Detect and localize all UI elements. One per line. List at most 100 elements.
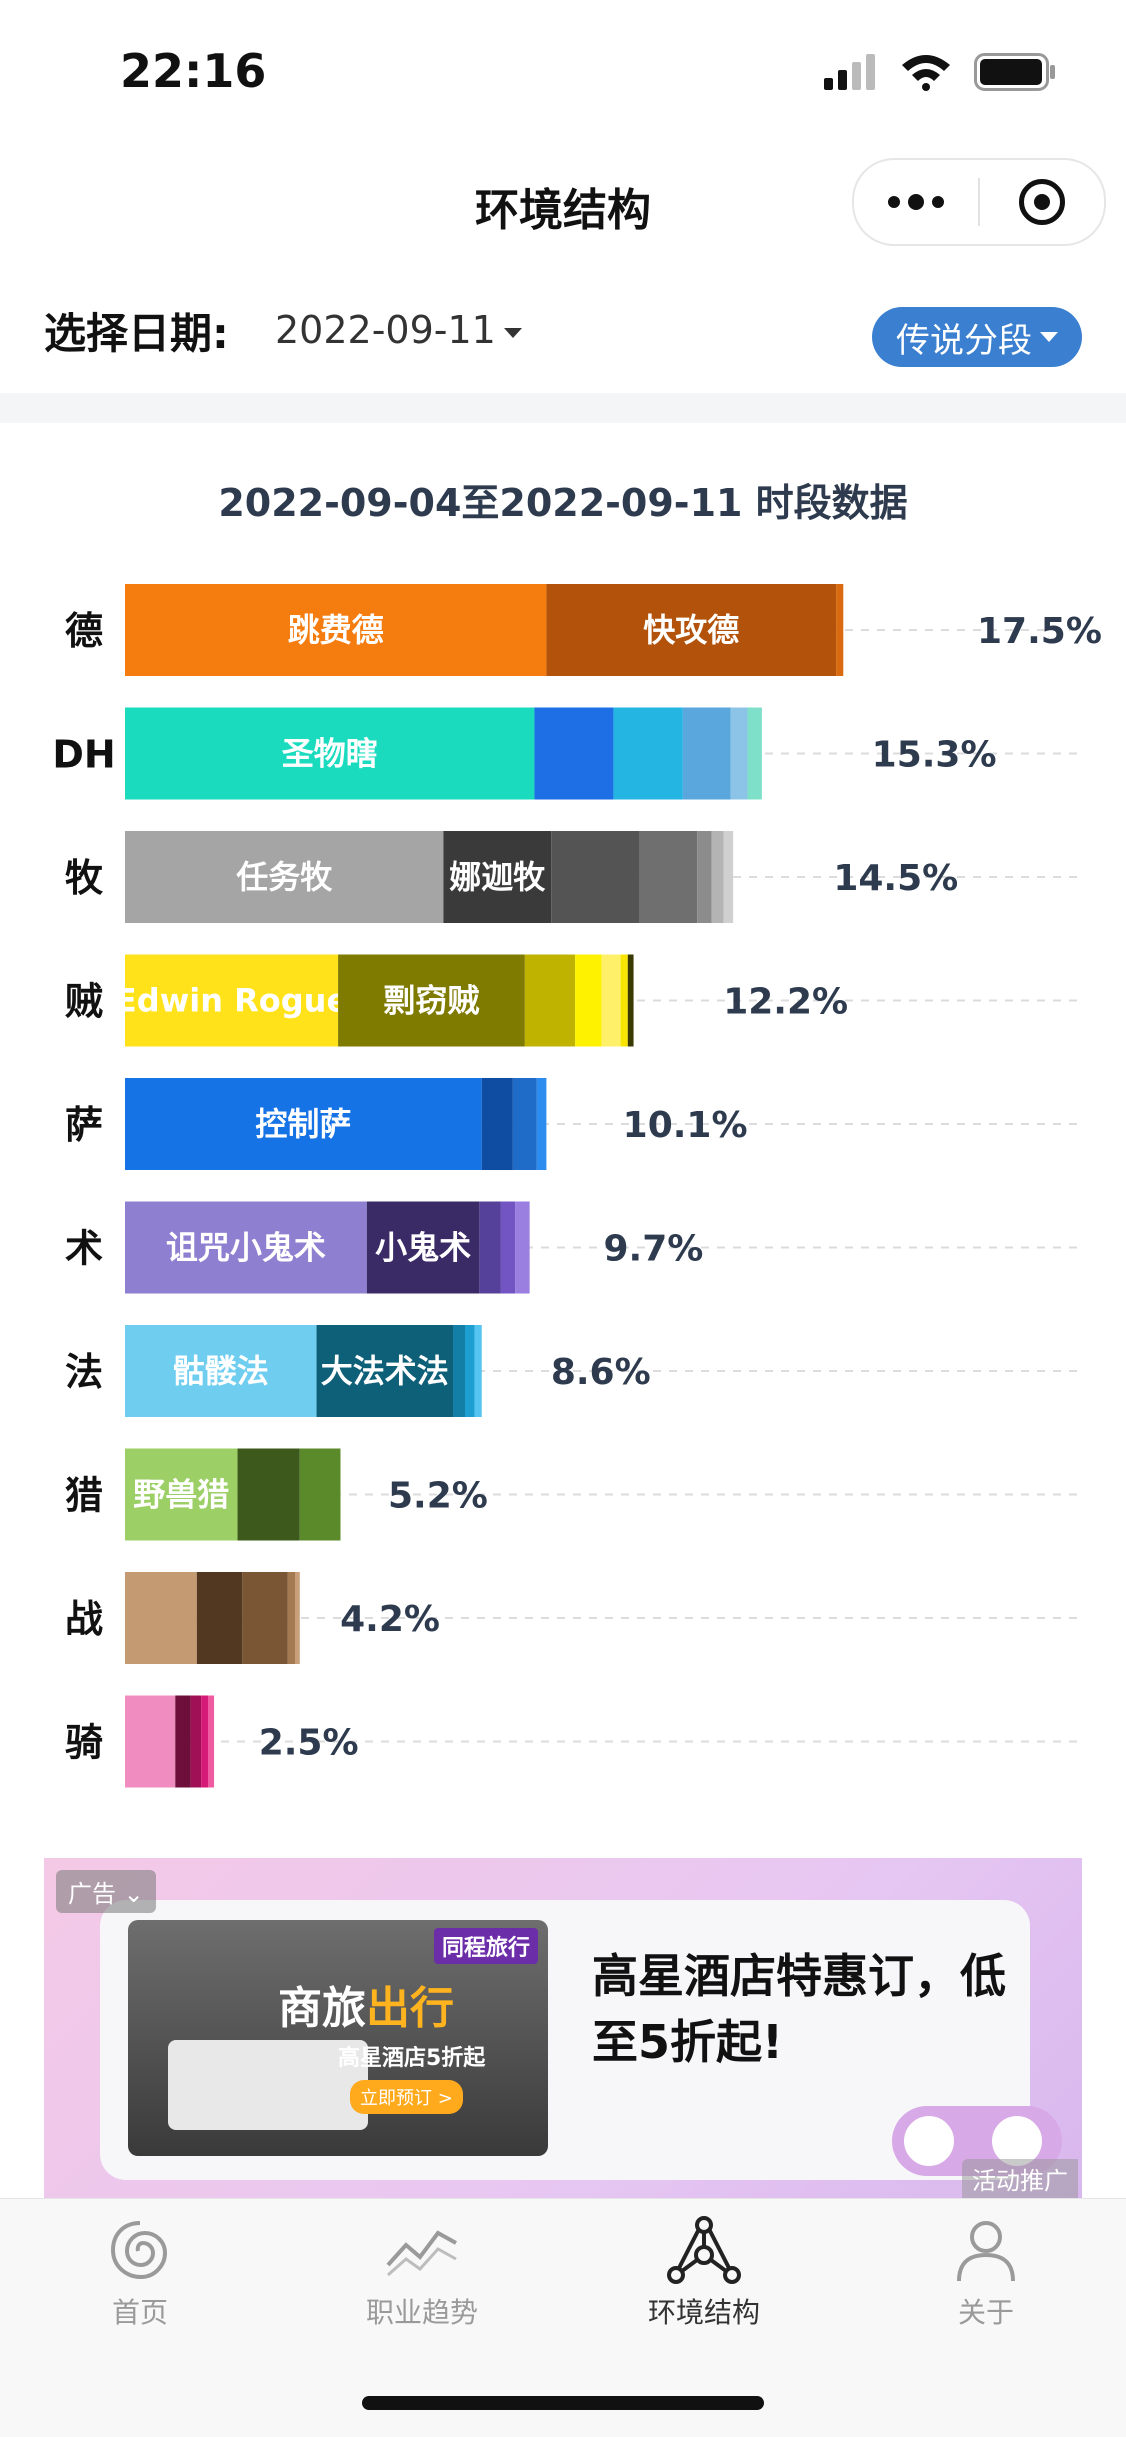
bar-segment[interactable] <box>237 1448 300 1541</box>
category-label: 萨 <box>65 1103 103 1147</box>
bar-segment[interactable] <box>575 954 602 1047</box>
bar-segment[interactable] <box>601 954 621 1047</box>
bar-segment[interactable] <box>697 831 712 923</box>
bar-segment[interactable] <box>242 1572 288 1664</box>
bar-segment[interactable] <box>287 1572 295 1664</box>
bar-segment[interactable] <box>366 1201 480 1294</box>
bar-segment[interactable] <box>125 1078 482 1170</box>
segment-label: 诅咒小鬼术 <box>166 1229 326 1267</box>
segment-label: 跳费德 <box>288 611 384 649</box>
total-value-label: 10.1% <box>623 1105 748 1146</box>
tab-environment[interactable]: 环境结构 <box>604 2215 804 2331</box>
bar-segment[interactable] <box>190 1695 202 1788</box>
bar-segment[interactable] <box>500 1201 516 1294</box>
bar-segment[interactable] <box>125 1448 238 1541</box>
ad-image-title: 商旅出行 <box>278 1972 454 2036</box>
bar-segment[interactable] <box>316 1325 454 1417</box>
segment-label: 剽窃贼 <box>383 982 479 1020</box>
chart-title: 2022-09-04至2022-09-11 时段数据 <box>218 481 908 525</box>
bar-segment[interactable] <box>639 831 698 923</box>
page-title: 环境结构 <box>475 185 651 236</box>
total-value-label: 4.2% <box>340 1599 440 1640</box>
bar-segment[interactable] <box>208 1695 215 1788</box>
ad-more-link[interactable]: 活动推广 <box>962 2159 1078 2198</box>
tab-trends[interactable]: 职业趋势 <box>322 2215 522 2331</box>
ad-badge[interactable]: 广告 ⌄ <box>56 1870 156 1913</box>
bar-segment[interactable] <box>479 1201 501 1294</box>
bar-segment[interactable] <box>613 707 683 800</box>
category-label: 法 <box>65 1350 103 1394</box>
bar-segment[interactable] <box>464 1325 475 1417</box>
bar-segment[interactable] <box>125 831 444 923</box>
bar-segment[interactable] <box>125 1695 176 1788</box>
segment-dropdown-button[interactable]: 传说分段 <box>872 307 1082 367</box>
bar-segment[interactable] <box>125 707 535 800</box>
total-value-label: 5.2% <box>388 1476 488 1517</box>
bar-segment[interactable] <box>125 1572 197 1664</box>
bar-segment[interactable] <box>125 584 547 676</box>
bar-segment[interactable] <box>536 1078 547 1170</box>
tab-about[interactable]: 关于 <box>886 2215 1086 2331</box>
star-icon[interactable] <box>904 2116 954 2166</box>
total-value-label: 17.5% <box>977 611 1102 652</box>
trend-line-icon <box>386 2230 457 2277</box>
bar-segment[interactable] <box>546 584 837 676</box>
bar-segment[interactable] <box>453 1325 465 1417</box>
bar-segment[interactable] <box>682 707 731 800</box>
bar-segment[interactable] <box>443 831 552 923</box>
star-icon[interactable] <box>992 2116 1042 2166</box>
ad-image-subtitle: 高星酒店5折起 <box>338 2046 486 2071</box>
segment-label: 小鬼术 <box>375 1229 471 1267</box>
bar-segment[interactable] <box>196 1572 243 1664</box>
total-value-label: 15.3% <box>872 735 997 776</box>
status-time: 22:16 <box>120 44 267 98</box>
bar-segment[interactable] <box>125 954 339 1047</box>
bar-segment[interactable] <box>730 707 748 800</box>
ad-text: 高星酒店特惠订，低至5折起! <box>592 1949 1006 2069</box>
ad-banner[interactable]: 广告 ⌄ 同程旅行 商旅出行 高星酒店5折起 立即预订 > 高星酒店特惠订，低至… <box>44 1858 1082 2198</box>
bar-segment[interactable] <box>723 831 734 923</box>
bar-segment[interactable] <box>125 1201 367 1294</box>
total-value-label: 14.5% <box>833 858 958 899</box>
bar-segment[interactable] <box>534 707 614 800</box>
bar-segment[interactable] <box>125 1325 317 1417</box>
bar-segment[interactable] <box>627 954 634 1047</box>
bar-segment[interactable] <box>836 584 844 676</box>
category-label: 牧 <box>65 856 104 900</box>
bar-segment[interactable] <box>338 954 525 1047</box>
bar-segment[interactable] <box>620 954 628 1047</box>
total-value-label: 8.6% <box>551 1352 651 1393</box>
category-label: 战 <box>65 1597 103 1641</box>
bar-segment[interactable] <box>474 1325 482 1417</box>
ad-badge-label: 广告 <box>68 1880 116 1908</box>
segment-label: 娜迦牧 <box>449 858 546 896</box>
total-value-label: 12.2% <box>723 982 848 1023</box>
segment-label: 圣物瞎 <box>282 735 378 773</box>
signal-icon <box>824 54 875 90</box>
bar-segment[interactable] <box>481 1078 513 1170</box>
close-mini-program-button[interactable] <box>980 160 1104 244</box>
tab-home[interactable]: 首页 <box>40 2215 240 2331</box>
bar-segment[interactable] <box>515 1201 530 1294</box>
bar-segment[interactable] <box>201 1695 209 1788</box>
bar-segment[interactable] <box>747 707 762 800</box>
bar-segment[interactable] <box>524 954 576 1047</box>
bar-segment[interactable] <box>711 831 724 923</box>
ad-image[interactable]: 同程旅行 商旅出行 高星酒店5折起 立即预订 > <box>128 1920 548 2156</box>
dot-icon <box>932 196 944 208</box>
segment-label: 大法术法 <box>321 1352 449 1390</box>
category-label: 术 <box>65 1227 103 1271</box>
bar-segment[interactable] <box>512 1078 537 1170</box>
bar-segment[interactable] <box>175 1695 191 1788</box>
category-label: 骑 <box>65 1721 103 1765</box>
ad-image-cta: 立即预订 > <box>350 2080 463 2114</box>
ad-image-title-b: 出行 <box>366 1983 454 2034</box>
bar-segment[interactable] <box>551 831 640 923</box>
category-label: 猎 <box>65 1474 103 1518</box>
total-value-label: 2.5% <box>259 1723 359 1764</box>
more-menu-button[interactable] <box>854 160 978 244</box>
bar-segment[interactable] <box>299 1448 341 1541</box>
date-picker[interactable]: 2022-09-11 <box>275 308 522 352</box>
category-label: DH <box>52 733 115 777</box>
bar-segment[interactable] <box>294 1572 300 1664</box>
